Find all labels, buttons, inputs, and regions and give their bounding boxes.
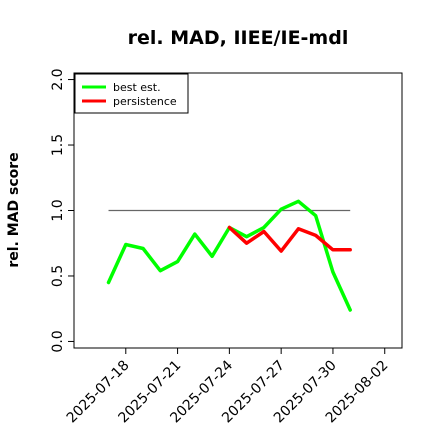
y-tick-label: 0.5 [50, 265, 66, 287]
x-axis: 2025-07-182025-07-212025-07-242025-07-27… [64, 348, 392, 426]
series-line-best-est [106, 199, 352, 312]
legend: best est. persistence [74, 73, 189, 114]
plot-layer [106, 199, 352, 312]
legend-label-best-est: best est. [113, 81, 161, 94]
y-tick-label: 1.0 [50, 199, 66, 221]
legend-label-persistence: persistence [113, 95, 177, 108]
y-axis-label: rel. MAD score [6, 152, 22, 267]
chart-title: rel. MAD, IIEE/IE-mdl [128, 27, 349, 49]
y-tick-label: 1.5 [50, 134, 66, 156]
y-tick-label: 0.0 [50, 330, 66, 352]
y-tick-label: 2.0 [50, 68, 66, 90]
series-line-persistence [227, 225, 352, 253]
legend-box [74, 73, 189, 114]
y-axis: 0.0 0.5 1.0 1.5 2.0 [50, 68, 74, 353]
